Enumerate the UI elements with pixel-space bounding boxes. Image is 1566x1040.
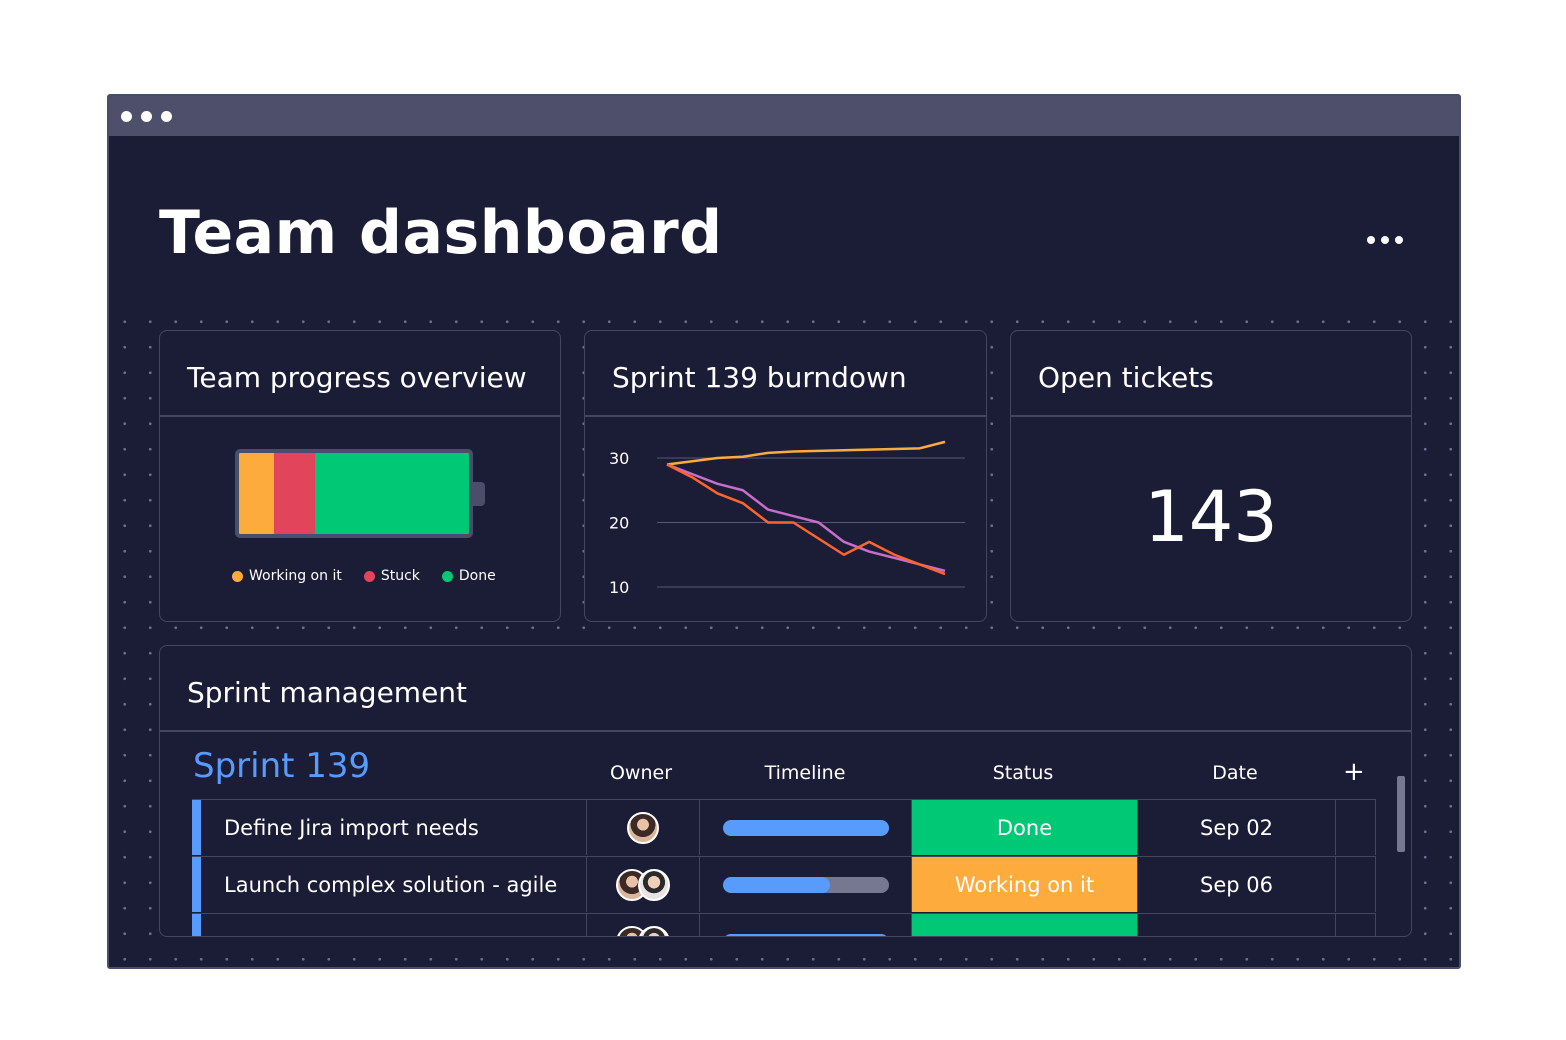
date-cell[interactable]: Sep 06: [1137, 857, 1335, 912]
status-cell[interactable]: Done: [911, 800, 1137, 855]
window-titlebar: [109, 96, 1459, 136]
row-group-accent: [192, 914, 201, 936]
card-title: Open tickets: [1038, 361, 1214, 394]
avatar: [638, 925, 670, 936]
column-header-status[interactable]: Status: [992, 762, 1054, 784]
browser-window: Team dashboard Team progress overview Wo…: [107, 94, 1461, 969]
legend-dot-icon: [363, 570, 375, 582]
table-row[interactable]: [192, 913, 1376, 936]
burndown-series-line: [666, 463, 946, 576]
status-badge: Done: [912, 800, 1137, 855]
card-divider: [1011, 415, 1411, 417]
status-badge: Working on it: [912, 857, 1137, 912]
avatar: [638, 868, 670, 901]
battery-cap: [473, 482, 485, 506]
burndown-chart: 30 20 10: [609, 440, 965, 597]
legend-item-stuck: Stuck: [363, 568, 420, 584]
legend-dot-icon: [441, 570, 453, 582]
window-dot-icon: [121, 111, 132, 122]
timeline-cell[interactable]: [699, 914, 911, 936]
legend-item-working: Working on it: [232, 568, 342, 584]
task-name[interactable]: Launch complex solution - agile: [224, 872, 558, 897]
column-header-owner[interactable]: Owner: [609, 762, 673, 784]
legend-dot-icon: [232, 570, 243, 582]
legend-label: Stuck: [380, 568, 420, 584]
card-title: Team progress overview: [187, 361, 527, 394]
empty-cell: [1335, 914, 1376, 936]
timeline-bar-fill: [722, 933, 889, 936]
table-row[interactable]: Define Jira import needs Done Sep 02: [192, 799, 1376, 855]
team-progress-card: Team progress overview Working on it Stu…: [159, 330, 561, 622]
open-tickets-count: 143: [1144, 476, 1278, 558]
open-tickets-card: Open tickets 143: [1010, 330, 1412, 622]
window-dot-icon: [161, 111, 172, 122]
page-title: Team dashboard: [159, 198, 723, 268]
empty-cell: [1335, 857, 1376, 912]
status-cell[interactable]: [911, 914, 1137, 936]
date-cell[interactable]: [1137, 914, 1335, 936]
timeline-bar-fill: [722, 876, 831, 893]
timeline-bar: [722, 933, 889, 936]
battery-segment: [273, 453, 315, 534]
sprint-management-card: Sprint management Sprint 139 Owner Timel…: [159, 645, 1412, 937]
add-column-plus-icon[interactable]: +: [1343, 757, 1365, 787]
card-divider: [585, 415, 986, 417]
timeline-bar: [722, 819, 889, 836]
card-title: Sprint 139 burndown: [612, 361, 907, 394]
legend-label: Done: [458, 568, 496, 584]
legend-label: Working on it: [249, 568, 342, 584]
table-row[interactable]: Launch complex solution - agile Working o…: [192, 856, 1376, 912]
progress-legend: Working on it Stuck Done: [232, 568, 496, 584]
column-header-date[interactable]: Date: [1212, 762, 1258, 784]
column-header-timeline[interactable]: Timeline: [764, 762, 846, 784]
table-scrollbar[interactable]: [1397, 776, 1405, 852]
battery-segment: [314, 453, 469, 534]
timeline-cell[interactable]: [699, 800, 911, 855]
owner-cell[interactable]: [586, 800, 699, 855]
task-name[interactable]: Define Jira import needs: [224, 815, 479, 840]
window-dot-icon: [141, 111, 152, 122]
card-title: Sprint management: [187, 676, 468, 709]
battery-segment: [239, 453, 274, 534]
y-tick-label: 10: [609, 578, 629, 597]
legend-item-done: Done: [441, 568, 496, 584]
owner-cell[interactable]: [586, 914, 699, 936]
date-cell[interactable]: Sep 02: [1137, 800, 1335, 855]
timeline-bar: [722, 876, 889, 893]
sprint-group-name[interactable]: Sprint 139: [193, 746, 371, 786]
row-group-accent: [192, 857, 201, 912]
status-badge: [912, 914, 1137, 936]
card-divider: [160, 415, 560, 417]
timeline-bar-fill: [722, 819, 889, 836]
owner-cell[interactable]: [586, 857, 699, 912]
y-tick-label: 20: [609, 514, 629, 533]
empty-cell: [1335, 800, 1376, 855]
burndown-card: Sprint 139 burndown 30 20 10: [584, 330, 987, 622]
status-cell[interactable]: Working on it: [911, 857, 1137, 912]
card-divider: [160, 730, 1411, 732]
row-group-accent: [192, 800, 201, 855]
y-tick-label: 30: [609, 449, 629, 468]
timeline-cell[interactable]: [699, 857, 911, 912]
burndown-series-line: [666, 440, 946, 466]
progress-battery: [235, 449, 473, 538]
more-options-icon[interactable]: [1367, 234, 1411, 246]
avatar: [627, 811, 659, 844]
burndown-series-line: [666, 463, 946, 573]
